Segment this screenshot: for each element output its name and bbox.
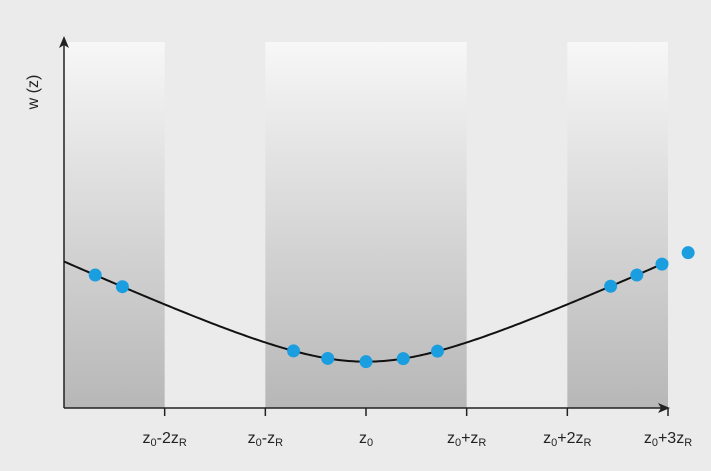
data-point-9 bbox=[630, 268, 644, 282]
x-tick-label-1: z0-2zR bbox=[143, 430, 187, 449]
data-point-1 bbox=[88, 268, 102, 282]
y-axis-title: w (z) bbox=[25, 75, 42, 111]
x-tick-label-4: z0+zR bbox=[447, 430, 486, 449]
shaded-band-1 bbox=[64, 42, 165, 408]
data-point-5 bbox=[359, 355, 373, 369]
data-points bbox=[88, 246, 695, 369]
x-tick-label-6: z0+3zR bbox=[644, 430, 692, 449]
shaded-bands bbox=[64, 42, 668, 408]
data-point-11 bbox=[681, 246, 695, 260]
shaded-band-3 bbox=[567, 42, 668, 408]
data-point-10 bbox=[655, 257, 669, 271]
data-point-8 bbox=[604, 279, 618, 293]
data-point-3 bbox=[287, 344, 301, 358]
data-point-4 bbox=[321, 351, 335, 365]
x-ticks: z0-2zR z0-zR z0 z0+zR z0+2zR z0+3zR bbox=[143, 408, 692, 449]
data-point-6 bbox=[396, 352, 410, 366]
x-tick-label-3: z0 bbox=[359, 430, 373, 449]
data-point-7 bbox=[430, 344, 444, 358]
x-tick-label-2: z0-zR bbox=[248, 430, 283, 449]
x-tick-label-5: z0+2zR bbox=[543, 430, 591, 449]
data-point-2 bbox=[115, 280, 129, 294]
